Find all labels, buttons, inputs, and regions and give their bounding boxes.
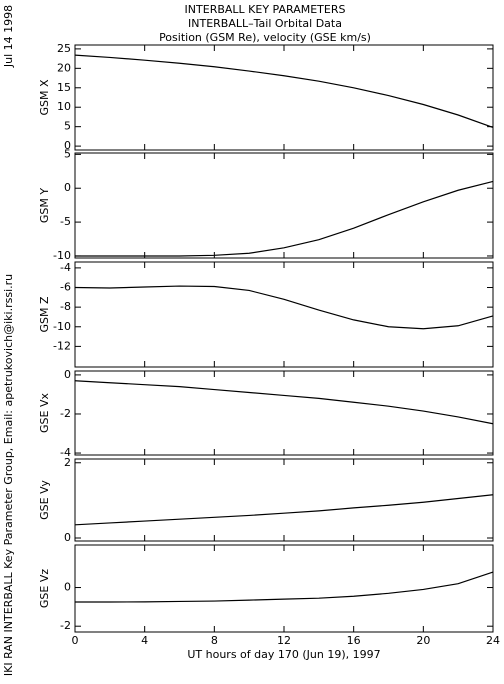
y-axis-label: GSM X [38, 79, 51, 115]
y-tick-label: -2 [60, 407, 71, 420]
x-tick-label: 12 [277, 634, 291, 647]
data-line [74, 494, 494, 526]
y-tick-label: -2 [60, 619, 71, 632]
plot-frame [74, 261, 494, 368]
plot-frame [74, 152, 494, 259]
y-axis-label: GSE Vx [38, 393, 51, 433]
y-axis-label: GSM Z [38, 296, 51, 332]
y-tick-label: 0 [64, 581, 71, 594]
y-tick-label: 15 [57, 81, 71, 94]
y-axis-label: GSE Vy [38, 480, 51, 520]
y-tick-label: -5 [60, 215, 71, 228]
plot-frame [74, 44, 494, 151]
y-tick-label: -6 [60, 281, 71, 294]
x-tick-label: 8 [211, 634, 218, 647]
y-tick-label: -8 [60, 300, 71, 313]
y-tick-label: 0 [64, 181, 71, 194]
y-axis-label: GSM Y [38, 188, 51, 223]
y-tick-label: -4 [60, 261, 71, 274]
data-line [75, 571, 494, 603]
x-axis-label: UT hours of day 170 (Jun 19), 1997 [187, 648, 380, 661]
y-tick-label: -12 [53, 339, 71, 352]
data-line [74, 54, 494, 129]
data-line [75, 180, 494, 257]
y-tick-label: 0 [64, 531, 71, 544]
y-tick-label: 5 [64, 120, 71, 133]
y-tick-label: -4 [60, 446, 71, 459]
x-tick-label: 0 [72, 634, 79, 647]
plot-frame [74, 370, 494, 456]
x-tick-label: 24 [486, 634, 500, 647]
y-tick-label: 0 [64, 368, 71, 381]
credit-label: IKI RAN INTERBALL Key Parameter Group, E… [2, 274, 15, 676]
y-tick-label: 0 [64, 139, 71, 152]
chart-subtitle: Position (GSM Re), velocity (GSE km/s) [159, 31, 371, 44]
plot-frame [74, 458, 494, 542]
y-tick-label: 20 [57, 61, 71, 74]
chart-subtitle: INTERBALL–Tail Orbital Data [188, 17, 342, 30]
y-tick-label: -10 [53, 320, 71, 333]
y-tick-label: 25 [57, 42, 71, 55]
x-tick-label: 4 [141, 634, 148, 647]
y-tick-label: 5 [64, 147, 71, 160]
x-tick-label: 20 [416, 634, 430, 647]
data-line [74, 380, 494, 425]
date-label: Jul 14 1998 [2, 5, 15, 68]
y-tick-label: 2 [64, 456, 71, 469]
y-tick-label: 10 [57, 100, 71, 113]
y-axis-label: GSE Vz [38, 569, 51, 608]
data-line [74, 285, 494, 330]
chart-title: INTERBALL KEY PARAMETERS [185, 3, 346, 16]
y-tick-label: -10 [53, 249, 71, 262]
x-tick-label: 16 [347, 634, 361, 647]
